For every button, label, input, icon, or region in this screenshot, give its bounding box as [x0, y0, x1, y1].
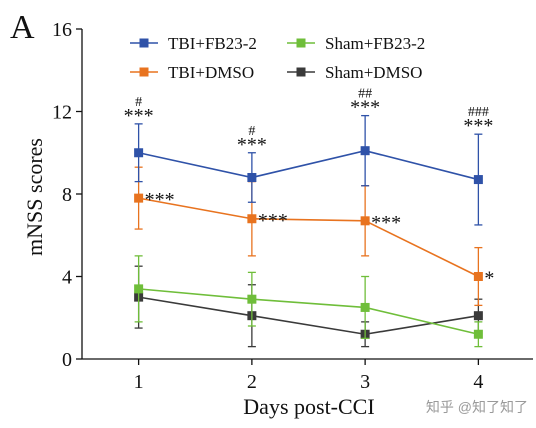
y-tick-label: 8	[62, 184, 72, 206]
series-layer	[134, 114, 483, 348]
y-tick-label: 4	[62, 267, 72, 289]
data-point	[473, 272, 483, 281]
panel-label: A	[10, 9, 35, 46]
legend-label: TBI+FB23-2	[168, 34, 257, 53]
data-point	[473, 329, 483, 339]
data-point	[247, 294, 257, 304]
data-point	[134, 148, 144, 158]
significance-mark: ***	[463, 115, 493, 137]
x-tick-label: 4	[473, 371, 483, 393]
data-point	[360, 216, 370, 226]
significance-mark: ***	[371, 212, 401, 234]
data-point	[473, 311, 483, 321]
significance-mark: ***	[145, 189, 175, 211]
significance-mark: ***	[124, 105, 154, 127]
y-tick-label: 0	[62, 349, 72, 371]
significance-mark: ***	[258, 210, 288, 232]
significance-mark: ***	[350, 97, 380, 119]
watermark-text: 知乎 @知了知了	[426, 399, 528, 415]
y-axis-label: mNSS scores	[22, 138, 47, 256]
data-point	[134, 193, 144, 203]
legend-label: Sham+DMSO	[325, 63, 422, 82]
data-point	[247, 173, 257, 182]
series-line	[138, 197, 479, 278]
legend-label: TBI+DMSO	[168, 63, 254, 82]
series-sham-dmso	[134, 265, 483, 348]
legend-entry: Sham+DMSO	[287, 63, 422, 82]
legend-marker	[296, 67, 306, 77]
x-tick-label: 3	[360, 371, 370, 393]
x-tick-label: 1	[134, 371, 144, 393]
significance-mark: ***	[237, 134, 267, 156]
significance-mark: *	[484, 268, 494, 290]
legend-marker	[139, 67, 149, 77]
data-point	[473, 175, 483, 185]
data-point	[134, 284, 144, 294]
legend-entry: Sham+FB23-2	[287, 34, 425, 53]
data-point	[360, 302, 370, 312]
y-tick-label: 16	[52, 19, 72, 41]
series-line	[138, 296, 479, 336]
x-tick-label: 2	[247, 371, 257, 393]
x-axis-label: Days post-CCI	[243, 394, 374, 419]
significance-mark: ###	[468, 105, 489, 120]
series-line	[138, 288, 479, 336]
legend-label: Sham+FB23-2	[325, 34, 425, 53]
annotation-layer: #***#***##*** ###********* ****	[124, 87, 495, 290]
legend-marker	[139, 38, 149, 48]
series-line	[138, 149, 479, 181]
series-tbi-dmso	[134, 166, 483, 307]
legend-entry: TBI+FB23-2	[130, 34, 257, 53]
legend: TBI+FB23-2 TBI+DMSO Sham+FB23-2 Sham+DMSO	[130, 34, 425, 82]
significance-mark: #	[248, 124, 255, 139]
legend-marker	[296, 38, 306, 48]
data-point	[247, 214, 257, 224]
y-tick-label: 12	[52, 102, 72, 124]
data-point	[360, 146, 370, 156]
series-tbi-fb23-2	[134, 114, 483, 226]
series-sham-fb23-2	[134, 255, 483, 348]
significance-mark: #	[135, 95, 142, 110]
significance-mark: ##	[358, 87, 372, 102]
legend-entry: TBI+DMSO	[130, 63, 254, 82]
